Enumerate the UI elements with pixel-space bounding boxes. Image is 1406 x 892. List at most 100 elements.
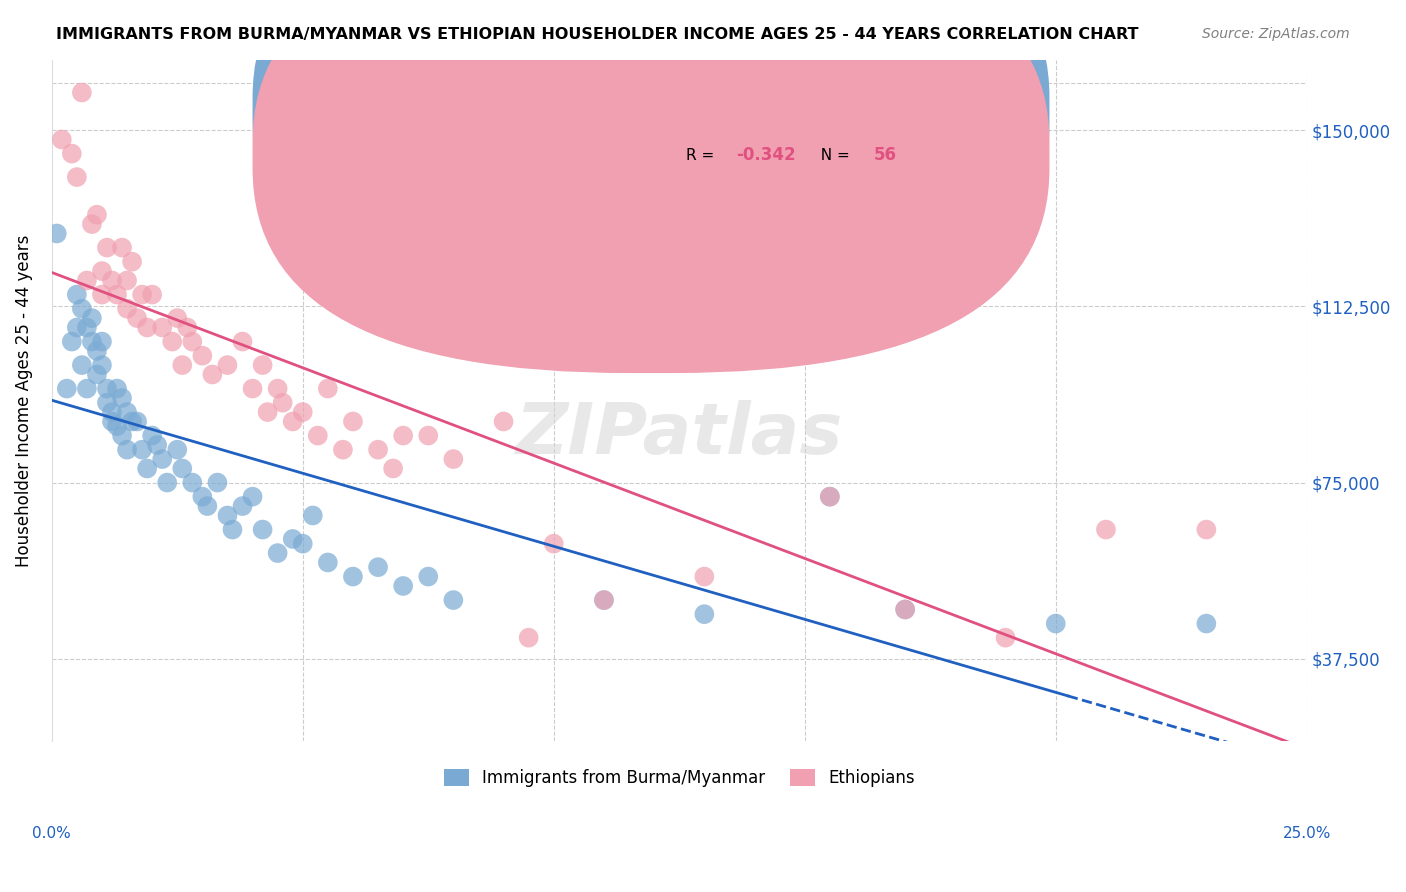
Point [176,320,198,334]
Point [231,499,253,513]
Text: N =: N = [811,147,855,162]
Point [266,382,288,396]
Point [91,358,114,372]
Y-axis label: Householder Income Ages 25 - 44 years: Householder Income Ages 25 - 44 years [15,234,32,566]
Point [115,273,138,287]
Point [101,405,124,419]
Point [256,405,278,419]
Point [86,343,108,358]
Point [160,334,183,349]
Point [115,405,138,419]
Point [316,382,339,396]
Point [91,334,114,349]
Point [146,438,169,452]
Point [45,227,67,241]
Point [392,428,415,442]
Point [994,631,1017,645]
Text: -0.342: -0.342 [735,146,796,164]
Point [76,273,98,287]
Point [115,442,138,457]
Point [1195,616,1218,631]
Point [367,560,389,574]
Point [86,368,108,382]
Point [441,452,464,467]
Point [418,428,440,442]
Point [195,499,218,513]
Point [181,475,204,490]
Point [172,461,194,475]
Point [111,391,134,405]
Point [91,264,114,278]
Point [201,368,224,382]
Point [593,593,616,607]
Point [543,536,565,550]
Text: IMMIGRANTS FROM BURMA/MYANMAR VS ETHIOPIAN HOUSEHOLDER INCOME AGES 25 - 44 YEARS: IMMIGRANTS FROM BURMA/MYANMAR VS ETHIOPI… [56,27,1139,42]
Point [96,395,118,409]
Point [136,320,159,334]
Point [207,475,229,490]
Point [66,287,89,301]
Point [150,320,173,334]
Point [51,132,73,146]
Point [818,490,841,504]
Point [60,146,83,161]
Point [242,382,264,396]
Point [271,395,294,409]
Point [166,311,188,326]
Point [517,631,540,645]
FancyBboxPatch shape [253,0,1049,373]
Point [332,442,354,457]
Point [231,334,253,349]
Point [105,419,128,434]
Text: 0.0%: 0.0% [32,826,72,840]
Point [191,490,214,504]
Point [76,320,98,334]
Point [70,358,93,372]
Point [1095,523,1118,537]
Point [131,287,153,301]
Point [66,170,89,185]
Point [121,254,143,268]
Point [105,382,128,396]
Text: R =: R = [686,103,718,119]
FancyBboxPatch shape [605,97,980,189]
Text: -0.281: -0.281 [735,102,796,120]
Point [76,382,98,396]
Point [894,602,917,616]
Point [86,208,108,222]
Point [60,334,83,349]
Point [136,461,159,475]
Point [217,358,239,372]
Point [80,334,103,349]
Point [418,569,440,583]
Point [156,475,179,490]
Point [96,241,118,255]
Point [121,415,143,429]
Point [492,415,515,429]
Point [1195,523,1218,537]
Point [127,415,149,429]
Point [266,546,288,560]
Point [80,217,103,231]
Point [141,428,163,442]
Point [217,508,239,523]
Point [693,607,716,622]
Point [56,382,79,396]
Point [127,311,149,326]
Point [252,523,274,537]
Text: R =: R = [686,147,718,162]
Point [307,428,329,442]
Point [111,428,134,442]
Point [342,569,364,583]
Point [115,301,138,316]
Point [80,311,103,326]
Point [252,358,274,372]
Text: N =: N = [811,103,855,119]
Point [894,602,917,616]
Point [91,287,114,301]
Point [291,536,314,550]
Point [141,287,163,301]
Point [70,86,93,100]
Point [1045,616,1067,631]
Point [172,358,194,372]
